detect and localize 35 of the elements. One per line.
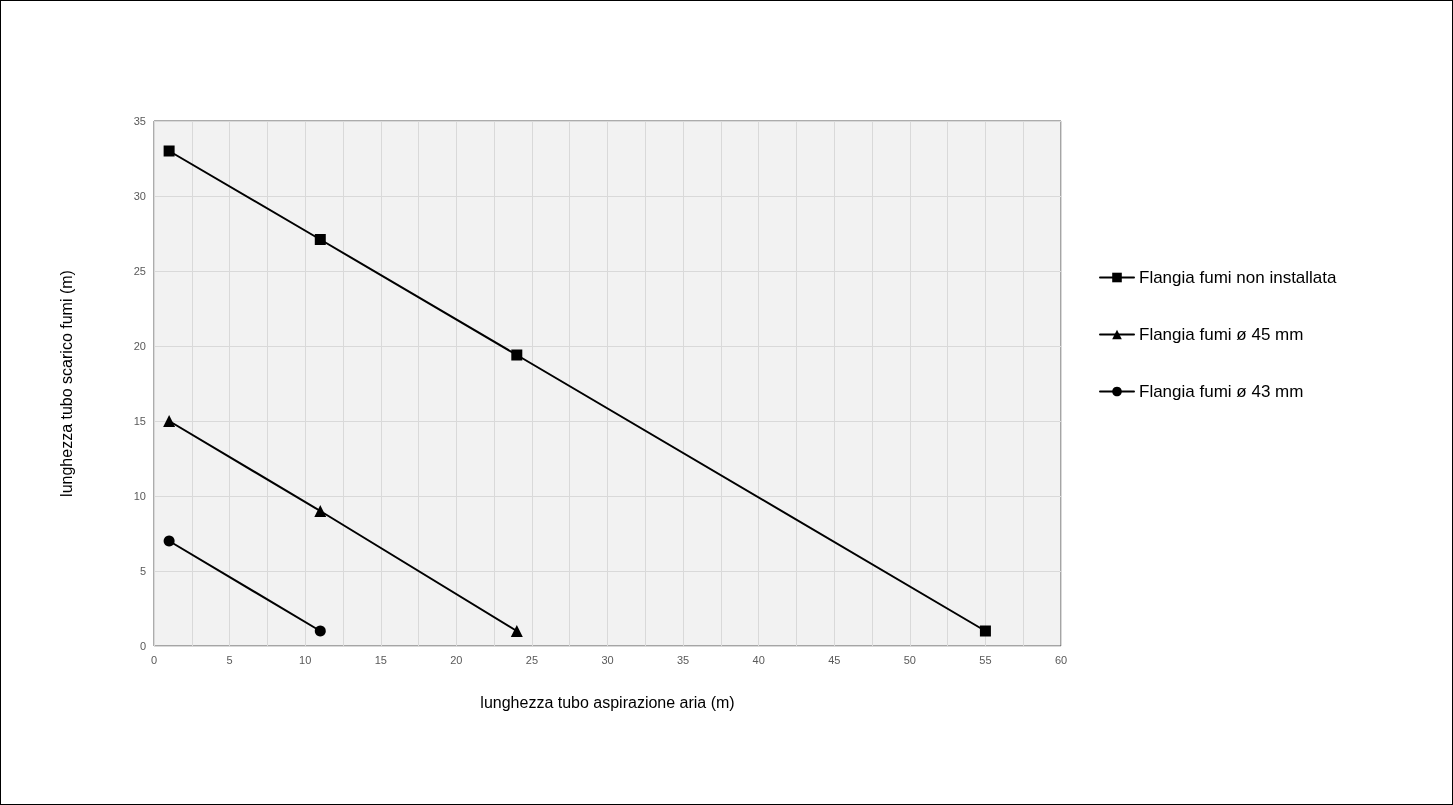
point [314, 625, 326, 637]
x-axis-title: lunghezza tubo aspirazione aria (m) [480, 693, 735, 711]
y-tick-label: 25 [133, 265, 146, 277]
x-tick-label: 35 [676, 653, 690, 666]
x-tick-label: 0 [150, 653, 158, 666]
point [511, 349, 523, 361]
point [163, 535, 175, 547]
x-tick-label: 45 [828, 653, 841, 666]
x-tick-label: 20 [450, 653, 463, 666]
point [979, 625, 991, 637]
x-tick-label: 60 [1054, 653, 1068, 666]
y-tick-label: 35 [133, 115, 146, 127]
y-tick-label: 0 [139, 640, 146, 652]
point [314, 234, 326, 245]
x-tick-label: 55 [979, 653, 992, 666]
y-tick-label: 10 [133, 490, 146, 502]
y-axis-title: lunghezza tubo scarico fumi (m) [57, 270, 75, 497]
point [163, 145, 175, 157]
point [163, 415, 176, 427]
x-tick-label: 30 [601, 653, 614, 666]
legend-label: Flangia fumi ø 43 mm [1139, 382, 1304, 401]
y-tick-label: 15 [133, 415, 146, 427]
y-tick-label: 5 [139, 565, 146, 577]
y-tick-label: 30 [133, 190, 146, 202]
x-tick-label: 5 [226, 653, 233, 666]
x-tick-label: 10 [299, 653, 312, 666]
point [314, 505, 327, 517]
y-tick-label: 20 [133, 340, 146, 352]
x-tick-label: 25 [525, 653, 539, 666]
legend-label: Flangia fumi non installata [1139, 268, 1338, 287]
x-tick-label: 40 [752, 653, 765, 666]
legend-label: Flangia fumi ø 45 mm [1139, 325, 1304, 344]
x-tick-label: 15 [374, 653, 387, 666]
x-tick-label: 50 [903, 653, 916, 666]
point [510, 625, 523, 637]
